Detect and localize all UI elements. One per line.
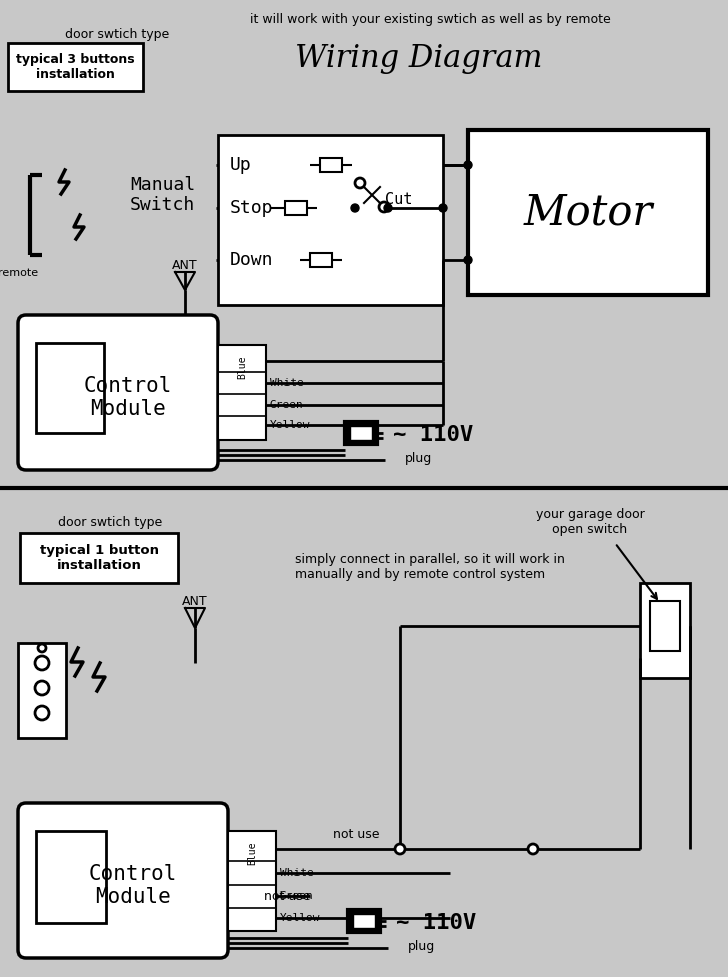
Bar xyxy=(20,533,178,583)
Text: Yellow: Yellow xyxy=(270,420,311,430)
Text: Control
Module: Control Module xyxy=(89,864,177,907)
Text: typical 3 buttons
installation: typical 3 buttons installation xyxy=(16,53,134,81)
Bar xyxy=(36,831,106,923)
Text: ~ 110V: ~ 110V xyxy=(396,913,476,933)
Text: Manual
Switch: Manual Switch xyxy=(130,176,195,214)
Circle shape xyxy=(439,204,447,212)
Bar xyxy=(228,831,276,931)
Text: Yellow: Yellow xyxy=(280,913,320,923)
Text: ANT: ANT xyxy=(182,595,207,608)
Circle shape xyxy=(464,256,472,264)
Circle shape xyxy=(351,204,359,212)
Bar xyxy=(218,345,266,440)
Circle shape xyxy=(35,656,49,670)
Circle shape xyxy=(528,844,538,854)
Bar xyxy=(353,914,375,928)
Bar xyxy=(310,253,332,267)
Text: plug: plug xyxy=(405,452,432,465)
Text: Stop: Stop xyxy=(230,199,274,217)
Bar xyxy=(350,426,372,440)
Text: plug: plug xyxy=(408,940,435,953)
Circle shape xyxy=(395,844,405,854)
Bar xyxy=(650,601,680,651)
Text: Wiring Diagram: Wiring Diagram xyxy=(295,43,542,73)
Circle shape xyxy=(35,706,49,720)
Text: Motor: Motor xyxy=(523,191,652,234)
Bar xyxy=(218,135,443,305)
Text: not use: not use xyxy=(264,890,310,904)
Text: it will work with your existing swtich as well as by remote: it will work with your existing swtich a… xyxy=(250,13,610,26)
Circle shape xyxy=(384,204,392,212)
Bar xyxy=(468,130,708,295)
Text: typical 1 button
installation: typical 1 button installation xyxy=(39,544,159,572)
Text: Blue: Blue xyxy=(237,356,247,379)
Bar xyxy=(640,583,690,678)
Text: Green: Green xyxy=(270,400,304,410)
Text: simply connect in parallel, so it will work in
manually and by remote control sy: simply connect in parallel, so it will w… xyxy=(295,553,565,581)
Bar xyxy=(36,343,104,433)
FancyBboxPatch shape xyxy=(18,315,218,470)
Bar xyxy=(320,158,342,172)
Text: door swtich type: door swtich type xyxy=(65,28,169,41)
Bar xyxy=(345,422,377,444)
Text: Green: Green xyxy=(280,891,314,901)
Text: ~ 110V: ~ 110V xyxy=(393,425,473,445)
Text: Cut: Cut xyxy=(385,192,412,207)
Text: White: White xyxy=(280,868,314,878)
Text: Up: Up xyxy=(230,156,252,174)
Circle shape xyxy=(355,178,365,188)
Text: White: White xyxy=(270,378,304,388)
Circle shape xyxy=(379,202,389,212)
Circle shape xyxy=(464,161,472,169)
Bar xyxy=(348,910,380,932)
Bar xyxy=(285,201,307,215)
Text: door swtich type: door swtich type xyxy=(58,516,162,529)
Text: remote: remote xyxy=(0,268,38,278)
Text: Down: Down xyxy=(230,251,274,269)
Text: your garage door
open switch: your garage door open switch xyxy=(536,508,644,536)
Bar xyxy=(8,43,143,91)
Circle shape xyxy=(38,644,46,652)
Text: Control
Module: Control Module xyxy=(84,376,173,419)
Text: Blue: Blue xyxy=(247,841,257,865)
Text: not use: not use xyxy=(333,828,379,840)
Text: ANT: ANT xyxy=(173,259,198,272)
FancyBboxPatch shape xyxy=(18,803,228,958)
Bar xyxy=(18,643,66,738)
Circle shape xyxy=(35,681,49,695)
